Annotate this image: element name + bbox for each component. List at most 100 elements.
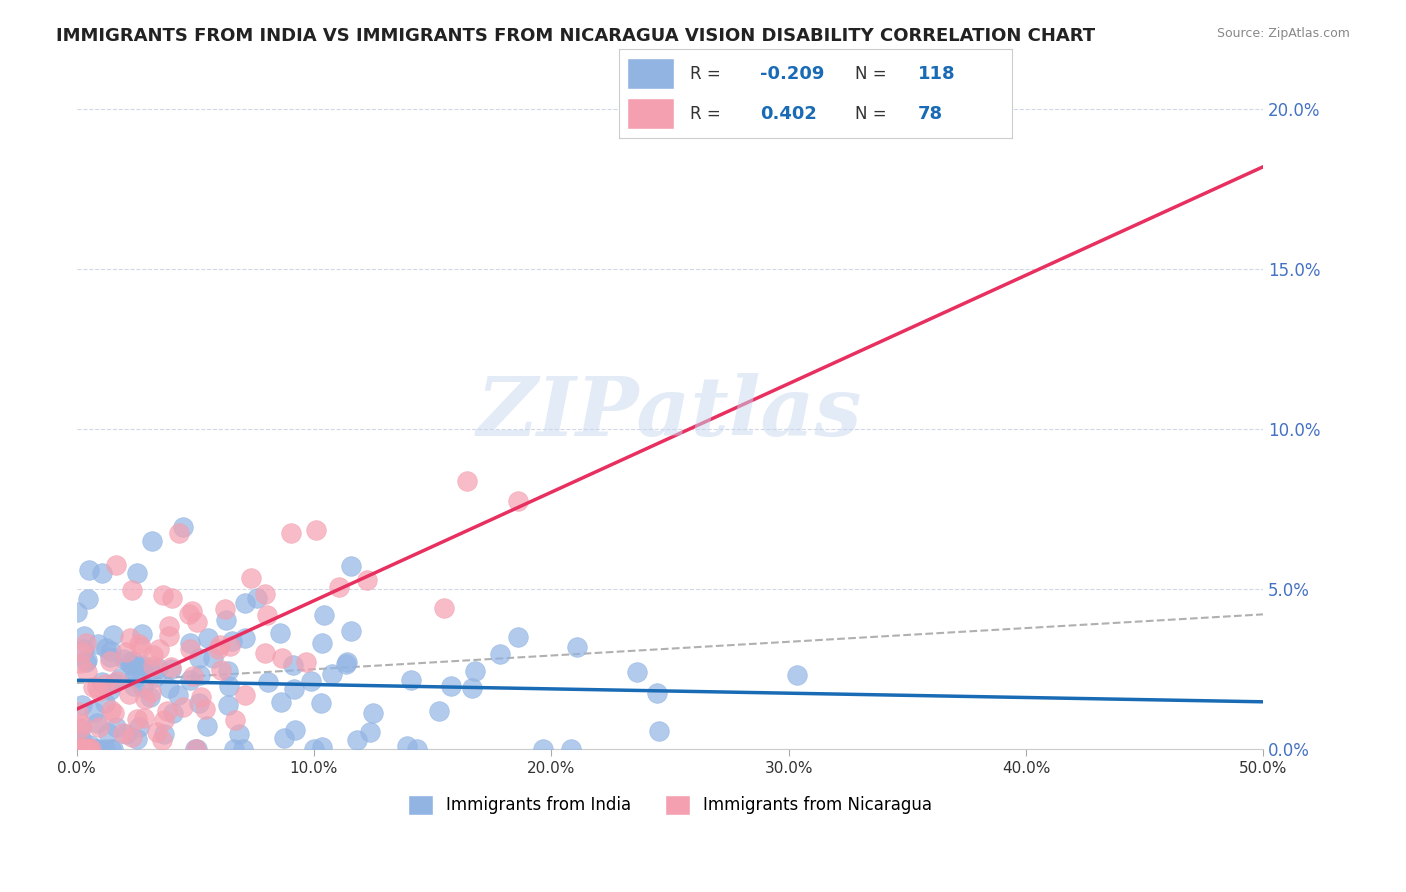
Point: [153, 714, 176, 728]
Point: [139, 662, 162, 676]
Point: [69, 742, 91, 756]
Point: [125, 731, 148, 746]
Point: [186, 742, 208, 756]
Point: [406, 742, 429, 756]
Point: [127, 659, 149, 673]
Point: [128, 637, 150, 651]
Text: ZIPatlas: ZIPatlas: [477, 374, 863, 453]
Point: [120, 657, 142, 672]
Point: [75, 635, 97, 649]
Point: [111, 726, 134, 740]
Point: [79, 741, 101, 756]
Point: [187, 696, 209, 710]
Point: [73, 629, 96, 643]
Point: [69, 722, 91, 736]
Point: [148, 661, 170, 675]
Point: [94, 641, 117, 656]
Point: [67, 705, 90, 719]
Point: [103, 706, 125, 720]
Point: [233, 689, 256, 703]
Point: [76, 591, 98, 606]
Point: [83, 706, 105, 720]
Point: [456, 475, 478, 489]
Point: [363, 706, 385, 720]
Point: [150, 733, 173, 747]
Point: [273, 731, 295, 746]
Point: [202, 650, 225, 665]
Point: [464, 664, 486, 678]
Point: [162, 706, 184, 720]
Point: [101, 742, 124, 756]
Point: [86, 680, 108, 694]
Point: [221, 633, 243, 648]
Point: [104, 558, 127, 573]
Point: [335, 657, 357, 672]
Point: [157, 629, 180, 643]
Point: [157, 681, 180, 695]
Point: [172, 700, 194, 714]
Point: [73, 642, 96, 657]
Point: [105, 673, 128, 688]
Point: [115, 727, 138, 741]
Point: [336, 655, 359, 669]
Point: [162, 591, 184, 605]
Text: IMMIGRANTS FROM INDIA VS IMMIGRANTS FROM NICARAGUA VISION DISABILITY CORRELATION: IMMIGRANTS FROM INDIA VS IMMIGRANTS FROM…: [56, 27, 1095, 45]
Point: [232, 742, 254, 756]
Point: [560, 742, 582, 756]
Point: [122, 679, 145, 693]
Point: [76, 656, 98, 670]
Point: [257, 675, 280, 690]
Point: [159, 662, 181, 676]
Point: [90, 674, 112, 689]
Point: [132, 711, 155, 725]
Text: N =: N =: [855, 65, 886, 83]
Point: [359, 725, 381, 739]
Point: [87, 637, 110, 651]
Point: [86, 716, 108, 731]
Bar: [627, 98, 673, 129]
Point: [77, 742, 100, 756]
Point: [167, 525, 190, 540]
Point: [217, 664, 239, 678]
Point: [153, 727, 176, 741]
Point: [122, 671, 145, 685]
Point: [100, 703, 122, 717]
Point: [531, 742, 554, 756]
Point: [114, 645, 136, 659]
Point: [121, 582, 143, 597]
Point: [152, 588, 174, 602]
Point: [146, 725, 169, 739]
Point: [118, 687, 141, 701]
Point: [565, 640, 588, 654]
Point: [508, 494, 530, 508]
Text: R =: R =: [689, 105, 720, 123]
Point: [195, 719, 218, 733]
Point: [128, 720, 150, 734]
Point: [100, 742, 122, 756]
Point: [299, 674, 322, 689]
Point: [328, 580, 350, 594]
Point: [69, 721, 91, 735]
Text: Source: ZipAtlas.com: Source: ZipAtlas.com: [1216, 27, 1350, 40]
Point: [440, 679, 463, 693]
Point: [179, 636, 201, 650]
Point: [179, 673, 201, 688]
Point: [186, 615, 208, 629]
Point: [177, 607, 200, 621]
Point: [228, 726, 250, 740]
Point: [209, 663, 232, 677]
Text: R =: R =: [689, 65, 720, 83]
Point: [647, 723, 669, 738]
Point: [118, 631, 141, 645]
Point: [209, 638, 232, 652]
Point: [89, 684, 111, 698]
Point: [103, 628, 125, 642]
Point: [118, 655, 141, 669]
Point: [461, 681, 484, 695]
Point: [98, 654, 121, 668]
Point: [125, 566, 148, 581]
Point: [94, 677, 117, 691]
Point: [222, 742, 245, 756]
Point: [626, 665, 648, 679]
Point: [134, 692, 156, 706]
